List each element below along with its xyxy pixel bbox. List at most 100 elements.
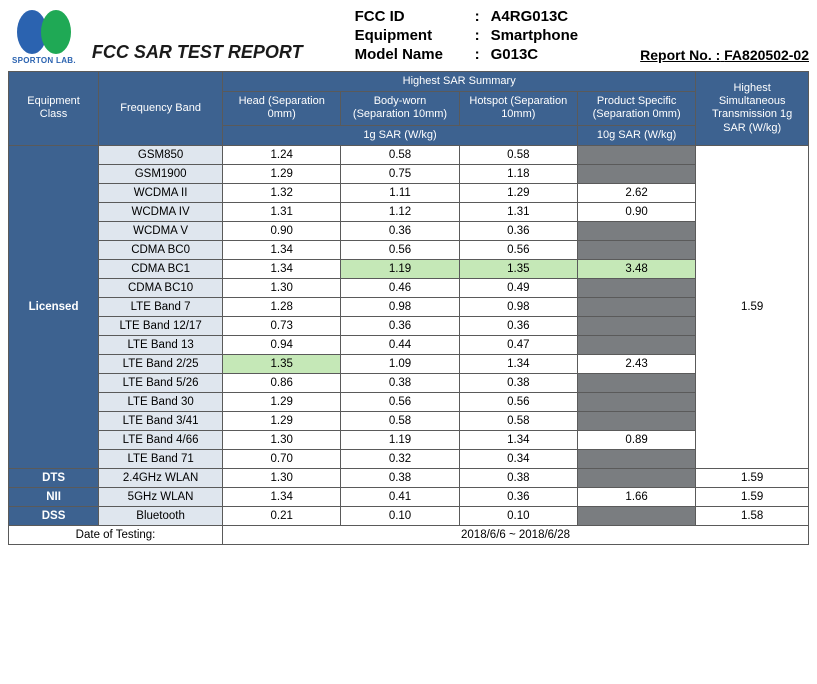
value-cell: 0.89 [577, 430, 695, 449]
equipment-class-cell: Licensed [9, 145, 99, 468]
value-cell: 1.31 [223, 202, 341, 221]
value-cell [577, 164, 695, 183]
value-cell [577, 145, 695, 164]
value-cell: 0.70 [223, 449, 341, 468]
value-cell [577, 278, 695, 297]
value-cell: 1.34 [223, 487, 341, 506]
value-cell: 0.38 [341, 468, 459, 487]
value-cell: 0.21 [223, 506, 341, 525]
table-row: CDMA BC11.341.191.353.48 [9, 259, 809, 278]
table-row: LTE Band 3/411.290.580.58 [9, 411, 809, 430]
table-row: LTE Band 71.280.980.98 [9, 297, 809, 316]
hst-cell: 1.59 [696, 468, 809, 487]
band-cell: WCDMA IV [99, 202, 223, 221]
value-cell: 0.56 [459, 392, 577, 411]
value-cell: 0.94 [223, 335, 341, 354]
band-cell: LTE Band 7 [99, 297, 223, 316]
value-cell: 0.38 [459, 468, 577, 487]
table-head: Equipment Class Frequency Band Highest S… [9, 72, 809, 146]
col-unit-10g: 10g SAR (W/kg) [577, 125, 695, 145]
value-cell: 1.11 [341, 183, 459, 202]
value-cell: 1.34 [459, 430, 577, 449]
value-cell: 0.36 [459, 487, 577, 506]
value-cell: 0.98 [341, 297, 459, 316]
table-row: LTE Band 130.940.440.47 [9, 335, 809, 354]
band-cell: LTE Band 13 [99, 335, 223, 354]
equipment-class-cell: DTS [9, 468, 99, 487]
fcc-id-value: A4RG013C [491, 8, 613, 25]
value-cell: 0.38 [341, 373, 459, 392]
table-row: CDMA BC01.340.560.56 [9, 240, 809, 259]
value-cell: 1.18 [459, 164, 577, 183]
report-no: Report No. : FA820502-02 [640, 47, 809, 63]
band-cell: LTE Band 4/66 [99, 430, 223, 449]
value-cell: 1.31 [459, 202, 577, 221]
value-cell: 0.38 [459, 373, 577, 392]
report-header: SPORTON LAB. FCC SAR TEST REPORT FCC ID … [8, 8, 809, 65]
info-block: FCC ID : A4RG013C Equipment : Smartphone… [355, 8, 613, 63]
table-row: DTS2.4GHz WLAN1.300.380.381.59 [9, 468, 809, 487]
col-highest-sar-summary: Highest SAR Summary [223, 72, 696, 92]
col-body: Body-worn (Separation 10mm) [341, 92, 459, 125]
band-cell: LTE Band 30 [99, 392, 223, 411]
value-cell: 1.29 [223, 164, 341, 183]
band-cell: CDMA BC10 [99, 278, 223, 297]
date-value: 2018/6/6 ~ 2018/6/28 [223, 525, 809, 544]
equipment-value: Smartphone [491, 27, 613, 44]
value-cell [577, 468, 695, 487]
value-cell [577, 240, 695, 259]
value-cell: 0.36 [341, 316, 459, 335]
value-cell: 1.29 [223, 392, 341, 411]
value-cell: 1.66 [577, 487, 695, 506]
logo-text: SPORTON LAB. [12, 56, 76, 65]
value-cell: 1.19 [341, 430, 459, 449]
sar-table: Equipment Class Frequency Band Highest S… [8, 71, 809, 545]
equipment-class-cell: DSS [9, 506, 99, 525]
band-cell: GSM850 [99, 145, 223, 164]
value-cell: 0.98 [459, 297, 577, 316]
col-unit-1g: 1g SAR (W/kg) [223, 125, 578, 145]
value-cell [577, 297, 695, 316]
value-cell: 0.75 [341, 164, 459, 183]
table-row: DSSBluetooth0.210.100.101.58 [9, 506, 809, 525]
date-label: Date of Testing: [9, 525, 223, 544]
value-cell: 1.34 [459, 354, 577, 373]
value-cell: 1.12 [341, 202, 459, 221]
value-cell: 0.46 [341, 278, 459, 297]
band-cell: CDMA BC0 [99, 240, 223, 259]
value-cell: 0.47 [459, 335, 577, 354]
value-cell: 0.73 [223, 316, 341, 335]
fcc-id-label: FCC ID [355, 8, 475, 25]
logo-block: SPORTON LAB. [12, 10, 76, 65]
value-cell: 1.29 [223, 411, 341, 430]
model-label: Model Name [355, 46, 475, 63]
table-row: LTE Band 710.700.320.34 [9, 449, 809, 468]
band-cell: 2.4GHz WLAN [99, 468, 223, 487]
table-row: CDMA BC101.300.460.49 [9, 278, 809, 297]
value-cell: 0.44 [341, 335, 459, 354]
value-cell [577, 449, 695, 468]
value-cell: 0.36 [341, 221, 459, 240]
value-cell: 0.10 [459, 506, 577, 525]
value-cell: 1.30 [223, 278, 341, 297]
value-cell: 0.56 [341, 392, 459, 411]
table-body: LicensedGSM8501.240.580.581.59GSM19001.2… [9, 145, 809, 525]
value-cell: 0.58 [459, 145, 577, 164]
value-cell: 1.35 [223, 354, 341, 373]
table-row: LTE Band 4/661.301.191.340.89 [9, 430, 809, 449]
value-cell: 0.34 [459, 449, 577, 468]
value-cell [577, 335, 695, 354]
value-cell: 0.90 [223, 221, 341, 240]
value-cell: 1.34 [223, 259, 341, 278]
table-row: WCDMA V0.900.360.36 [9, 221, 809, 240]
value-cell: 1.28 [223, 297, 341, 316]
band-cell: 5GHz WLAN [99, 487, 223, 506]
hst-cell: 1.58 [696, 506, 809, 525]
value-cell [577, 221, 695, 240]
band-cell: LTE Band 2/25 [99, 354, 223, 373]
col-frequency-band: Frequency Band [99, 72, 223, 146]
value-cell [577, 506, 695, 525]
value-cell [577, 411, 695, 430]
band-cell: WCDMA II [99, 183, 223, 202]
band-cell: CDMA BC1 [99, 259, 223, 278]
